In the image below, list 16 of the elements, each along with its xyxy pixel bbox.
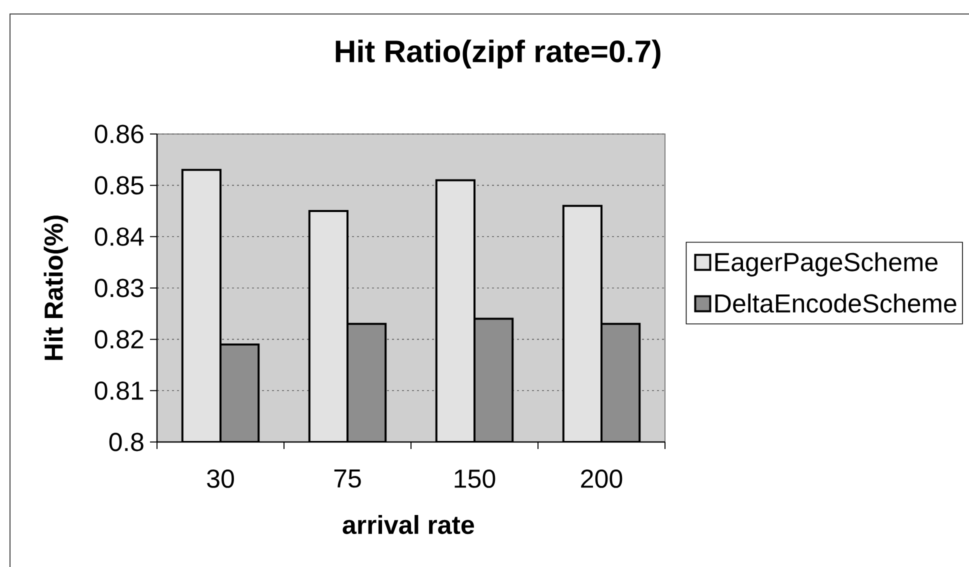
chart-title: Hit Ratio(zipf rate=0.7) <box>336 40 660 69</box>
y-tick-label: 0.8 <box>109 432 144 452</box>
x-tick-label: 30 <box>207 470 234 488</box>
y-tick-label: 0.83 <box>94 278 144 298</box>
y-tick-label: 0.85 <box>94 176 144 195</box>
y-axis-title: Hit Ratio(%) <box>44 216 68 360</box>
y-tick-label: 0.84 <box>94 227 144 246</box>
x-axis-title: arrival rate <box>342 514 474 534</box>
x-tick-label: 75 <box>334 470 361 488</box>
legend-label: EagerPageScheme <box>715 252 938 276</box>
legend-label: DeltaEncodeScheme <box>715 294 956 313</box>
x-tick-label: 150 <box>454 470 496 488</box>
y-tick-label: 0.82 <box>94 330 144 349</box>
y-tick-label: 0.86 <box>94 124 144 144</box>
x-tick-label: 200 <box>581 470 622 488</box>
y-tick-label: 0.81 <box>94 381 144 400</box>
